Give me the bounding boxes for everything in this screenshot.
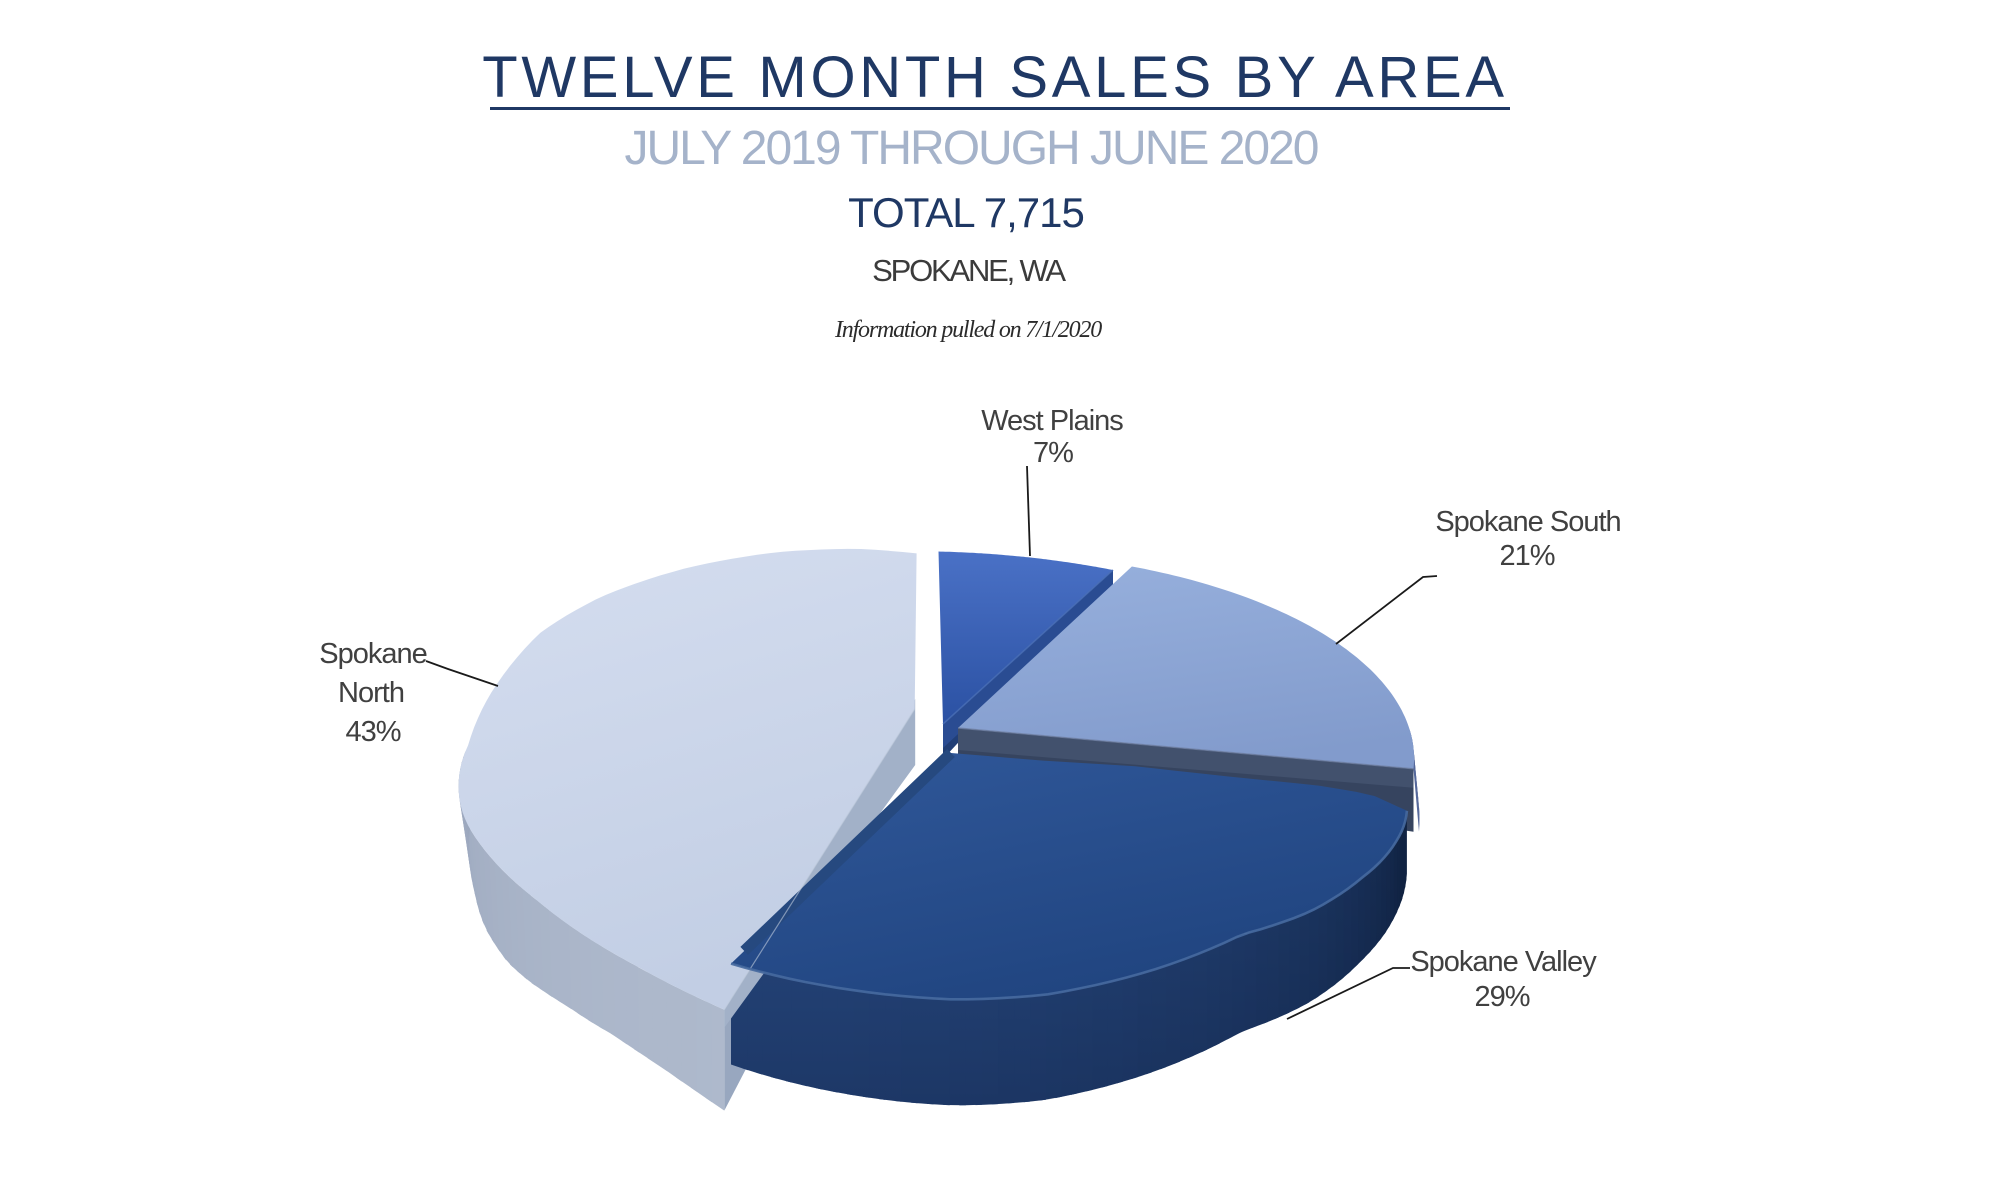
svg-text:7%: 7% <box>1033 437 1073 469</box>
svg-text:Spokane Valley: Spokane Valley <box>1410 946 1597 978</box>
svg-text:Spokane South: Spokane South <box>1435 506 1620 538</box>
svg-text:21%: 21% <box>1499 540 1554 572</box>
svg-text:West Plains: West Plains <box>981 405 1123 437</box>
svg-text:43%: 43% <box>345 716 400 748</box>
svg-text:Spokane: Spokane <box>319 638 427 670</box>
svg-text:North: North <box>338 677 404 709</box>
svg-text:29%: 29% <box>1474 981 1529 1013</box>
